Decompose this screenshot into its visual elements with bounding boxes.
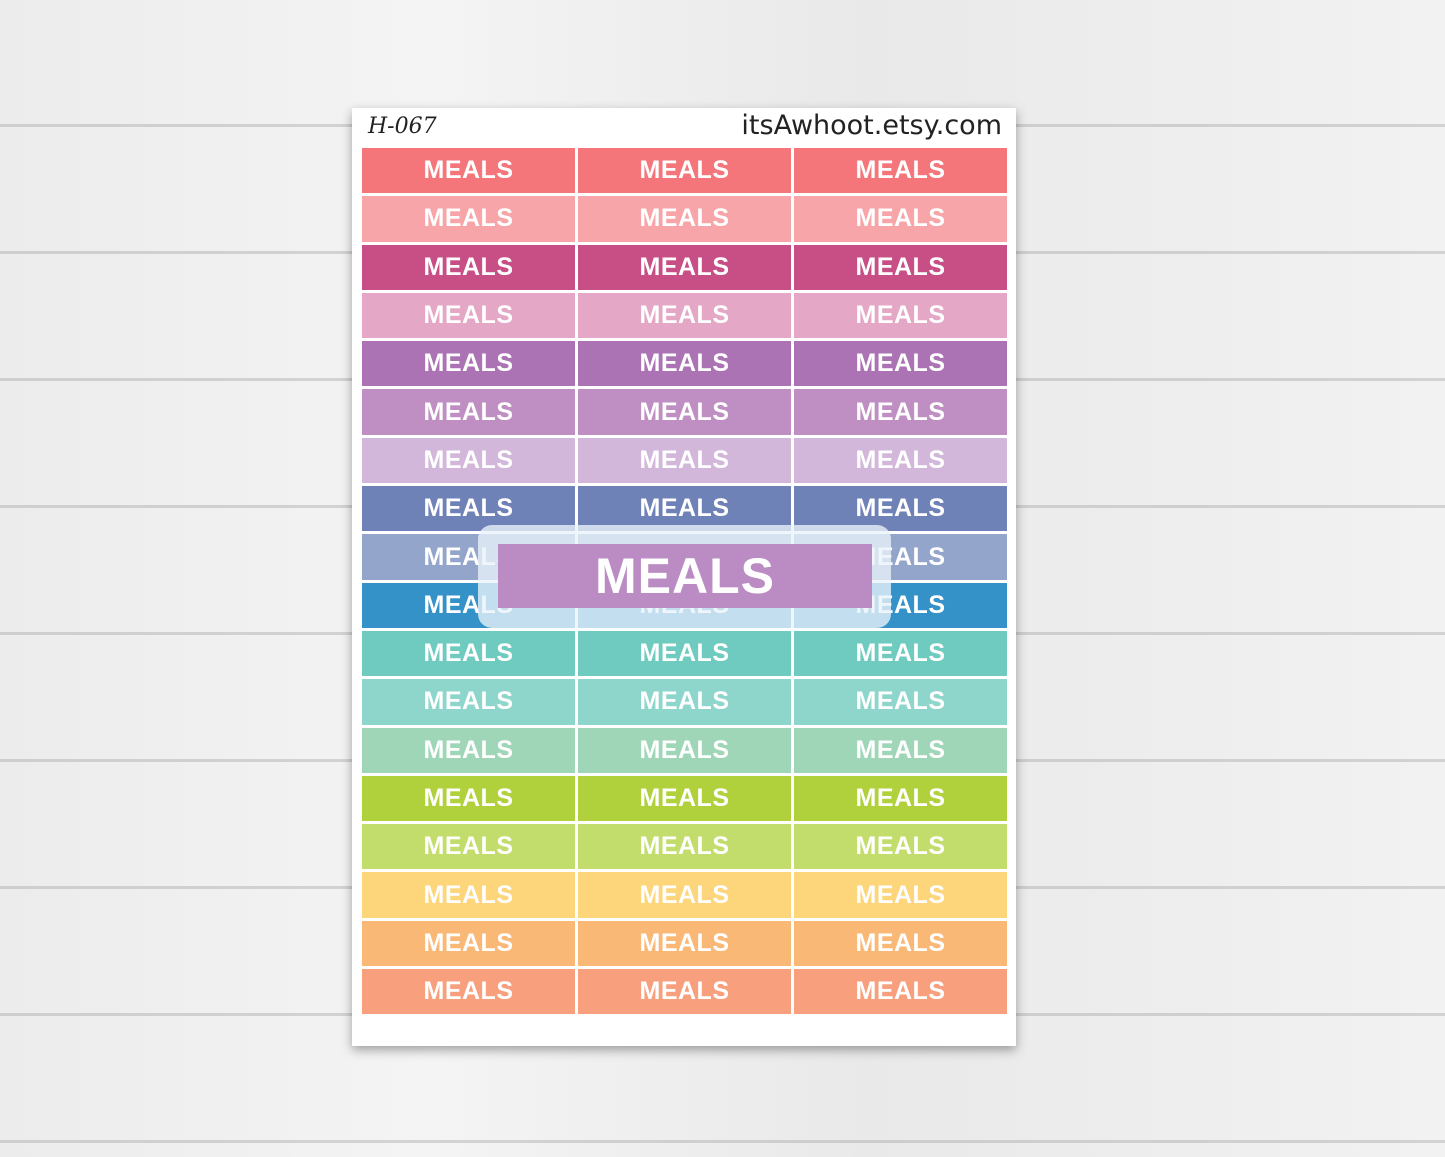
sticker: MEALS	[794, 630, 1007, 677]
sticker: MEALS	[362, 437, 575, 484]
sticker: MEALS	[794, 292, 1007, 339]
sticker: MEALS	[362, 630, 575, 677]
sticker: MEALS	[794, 920, 1007, 967]
sticker: MEALS	[362, 244, 575, 290]
sticker: MEALS	[578, 437, 791, 484]
sticker: MEALS	[362, 341, 575, 387]
sticker: MEALS	[578, 148, 791, 194]
sticker: MEALS	[578, 969, 791, 1015]
sticker: MEALS	[362, 969, 575, 1015]
sticker: MEALS	[362, 872, 575, 918]
sticker: MEALS	[362, 920, 575, 967]
sticker: MEALS	[794, 486, 1007, 532]
sticker: MEALS	[578, 486, 791, 532]
sticker: MEALS	[578, 341, 791, 387]
sticker: MEALS	[362, 292, 575, 339]
sticker: MEALS	[362, 824, 575, 870]
sticker: MEALS	[578, 630, 791, 677]
sticker: MEALS	[794, 872, 1007, 918]
shop-url: itsAwhoot.etsy.com	[741, 110, 1002, 141]
sticker: MEALS	[794, 775, 1007, 822]
sticker: MEALS	[362, 389, 575, 435]
sticker: MEALS	[362, 196, 575, 242]
sticker: MEALS	[578, 920, 791, 967]
sticker: MEALS	[794, 341, 1007, 387]
sticker: MEALS	[578, 824, 791, 870]
sticker: MEALS	[794, 824, 1007, 870]
preview-overlay: MEALS	[478, 525, 891, 628]
sticker: MEALS	[578, 196, 791, 242]
sticker: MEALS	[794, 196, 1007, 242]
sticker: MEALS	[578, 727, 791, 773]
preview-sticker: MEALS	[498, 544, 872, 608]
sticker: MEALS	[362, 486, 575, 532]
sticker: MEALS	[794, 437, 1007, 484]
sticker: MEALS	[794, 727, 1007, 773]
sticker: MEALS	[578, 679, 791, 725]
product-code: H-067	[368, 114, 437, 139]
sticker: MEALS	[362, 148, 575, 194]
sticker: MEALS	[794, 679, 1007, 725]
sticker: MEALS	[578, 872, 791, 918]
sticker: MEALS	[794, 389, 1007, 435]
sticker: MEALS	[794, 148, 1007, 194]
sticker: MEALS	[362, 727, 575, 773]
sticker: MEALS	[578, 292, 791, 339]
sticker: MEALS	[578, 775, 791, 822]
sticker: MEALS	[362, 679, 575, 725]
sticker: MEALS	[362, 775, 575, 822]
sticker: MEALS	[578, 389, 791, 435]
sticker: MEALS	[794, 969, 1007, 1015]
sticker: MEALS	[794, 244, 1007, 290]
sticker: MEALS	[578, 244, 791, 290]
